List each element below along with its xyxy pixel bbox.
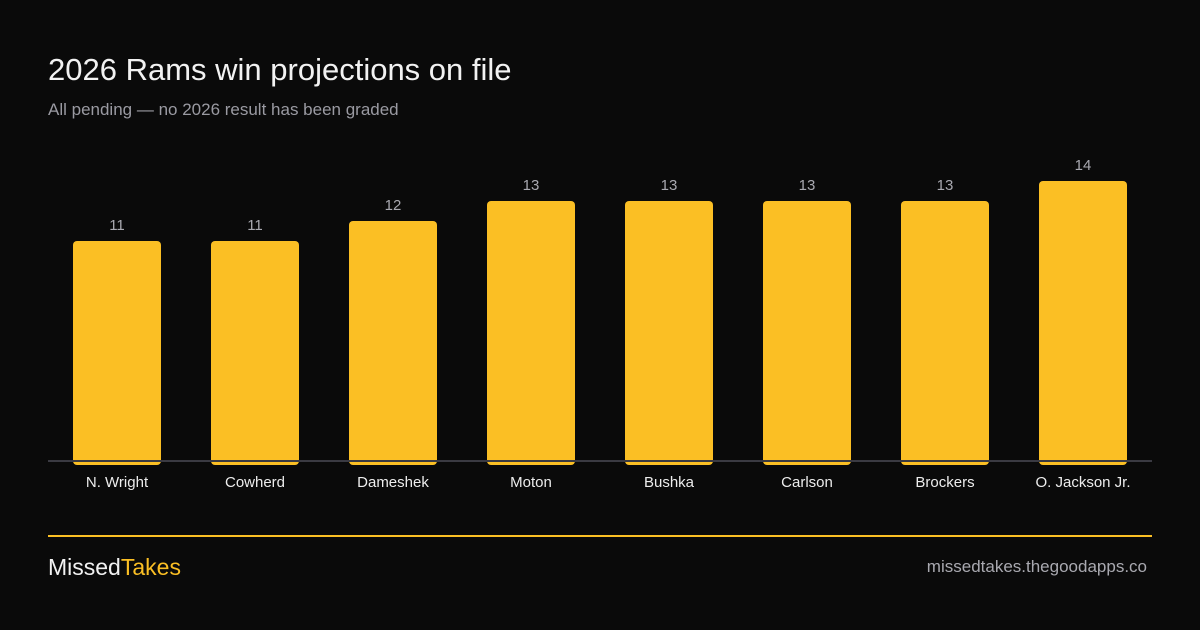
bar-5: [763, 201, 851, 465]
bar-value-label-6: 13: [937, 177, 954, 194]
bar-value-label-5: 13: [799, 177, 816, 194]
bar-value-label-7: 14: [1075, 157, 1092, 174]
chart-subtitle: All pending — no 2026 result has been gr…: [48, 100, 399, 119]
bar-value-label-3: 13: [523, 177, 540, 194]
category-label-1: Cowherd: [225, 474, 285, 491]
category-label-2: Dameshek: [357, 474, 429, 491]
category-label-5: Carlson: [781, 474, 833, 491]
bar-value-label-4: 13: [661, 177, 678, 194]
bar-chart: 11 11 12 13 13 13 13 14 N. Wright Cowherd Dameshe…: [48, 157, 1152, 491]
bar-6: [901, 201, 989, 465]
brand-logo: MissedTakes: [48, 554, 181, 581]
bar-3: [487, 201, 575, 465]
category-label-7: O. Jackson Jr.: [1035, 474, 1130, 491]
bar-value-label-2: 12: [385, 197, 402, 214]
category-label-3: Moton: [510, 474, 552, 491]
footer-divider: [48, 535, 1152, 537]
bar-value-label-1: 11: [247, 217, 263, 234]
brand-name-part1: Missed: [48, 554, 121, 580]
website-url: missedtakes.thegoodapps.co: [926, 557, 1147, 576]
value-labels-group: 11 11 12 13 13 13 13 14: [109, 157, 1091, 234]
category-label-0: N. Wright: [86, 474, 149, 491]
bar-7: [1039, 181, 1127, 465]
bars-group: [73, 181, 1127, 465]
bar-value-label-0: 11: [109, 217, 125, 234]
category-label-4: Bushka: [644, 474, 695, 491]
category-label-6: Brockers: [915, 474, 974, 491]
category-labels-group: N. Wright Cowherd Dameshek Moton Bushka Carls…: [86, 474, 1131, 491]
brand-name-part2: Takes: [120, 554, 181, 580]
bar-1: [211, 241, 299, 465]
bar-0: [73, 241, 161, 465]
bar-2: [349, 221, 437, 465]
bar-4: [625, 201, 713, 465]
chart-title: 2026 Rams win projections on file: [48, 52, 512, 87]
